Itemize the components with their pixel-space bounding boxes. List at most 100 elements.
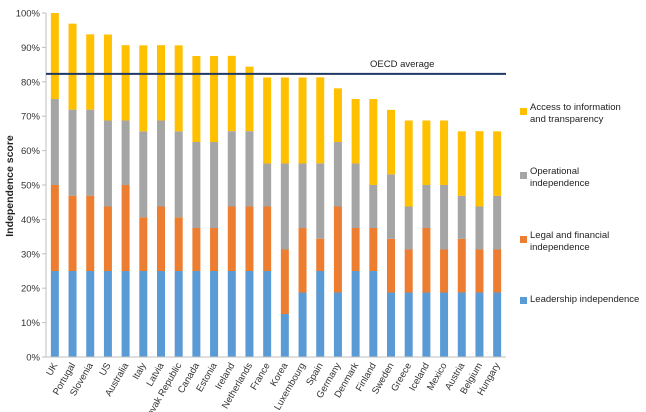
bar-segment (280, 163, 289, 250)
bar-segment (157, 271, 165, 357)
bar-segment (333, 292, 342, 357)
bar-segment (404, 249, 413, 293)
legend-item: Access to information and transparency (508, 96, 644, 160)
bar-segment (280, 249, 289, 314)
bar-segment (86, 195, 95, 271)
y-tick-label: 90% (21, 43, 41, 54)
bar-segment (227, 206, 236, 271)
y-tick-label: 60% (21, 146, 41, 157)
x-category-label: UK (44, 360, 60, 378)
bar-segment (387, 238, 395, 293)
legend-label-line: Leadership independence (530, 294, 640, 305)
legend-label: Legal and financial independence (530, 230, 609, 254)
bar-segment (50, 271, 59, 357)
bar-segment (440, 120, 449, 185)
bar-segment (298, 163, 307, 228)
bar-segment (298, 228, 307, 293)
bar-segment (68, 271, 77, 357)
bar-segment (86, 109, 95, 196)
bar-segment (210, 228, 219, 271)
bar-segment (404, 292, 413, 357)
legend-label-line: independence (530, 178, 590, 189)
y-tick-label: 50% (21, 181, 41, 192)
legend-label-line: and transparency (530, 114, 604, 125)
y-tick-label: 100% (16, 9, 41, 20)
bar-segment (245, 131, 254, 207)
bar-segment (157, 45, 165, 121)
legend-item: Legal and financial independence (508, 224, 644, 288)
bar-segment (493, 249, 502, 293)
y-tick-label: 20% (21, 284, 41, 295)
legend-swatch (520, 297, 527, 304)
bar-segment (192, 271, 201, 357)
bar-segment (103, 271, 112, 357)
bar-segment (68, 23, 77, 110)
bar-segment (86, 271, 95, 357)
bar-segment (139, 217, 148, 271)
bar-segment (263, 271, 272, 357)
bar-segment (316, 271, 325, 357)
y-tick-label: 80% (21, 77, 41, 88)
bar-segment (174, 131, 183, 218)
bar-segment (422, 292, 431, 357)
bar-segment (369, 228, 378, 271)
oecd-average-label: OECD average (370, 59, 434, 70)
bar-segment (103, 34, 112, 121)
y-tick-label: 10% (21, 318, 41, 329)
legend-label: Operational independence (530, 166, 590, 190)
bar-segment (245, 206, 254, 271)
bar-segment (316, 238, 325, 271)
bar-segment (157, 206, 165, 271)
bar-segment (121, 120, 130, 185)
bar-segment (457, 238, 466, 293)
bar-segment (50, 99, 59, 185)
bar-segment (210, 56, 219, 142)
bar-segment (404, 120, 413, 207)
bar-segment (263, 163, 272, 207)
bar-segment (192, 228, 201, 271)
bar-segment (351, 163, 360, 228)
bar-segment (245, 271, 254, 357)
legend-item: Operational independence (508, 160, 644, 224)
bar-segment (493, 131, 502, 196)
bar-segment (457, 131, 466, 196)
y-tick-label: 30% (21, 249, 41, 260)
bar-segment (174, 271, 183, 357)
bar-segment (50, 13, 59, 99)
y-axis-label: Independence score (4, 135, 16, 237)
bar-segment (493, 195, 502, 250)
y-tick-label: 0% (26, 353, 40, 364)
legend: Access to information and transparency Ope… (508, 96, 644, 352)
bar-segment (369, 185, 378, 228)
bar-segment (139, 131, 148, 218)
bar-segment (103, 206, 112, 271)
bar-segment (192, 142, 201, 228)
bar-segment (351, 99, 360, 164)
y-tick-label: 70% (21, 112, 41, 123)
bar-segment (387, 292, 395, 357)
bar-segment (422, 120, 431, 185)
bar-segment (422, 185, 431, 228)
legend-swatch (520, 108, 527, 115)
bar-segment (333, 206, 342, 293)
y-tick-label: 40% (21, 215, 41, 226)
bar-segment (387, 174, 395, 239)
bar-segment (227, 131, 236, 207)
bar-segment (333, 142, 342, 207)
bar-segment (440, 292, 449, 357)
bar-segment (210, 271, 219, 357)
bar-segment (245, 66, 254, 132)
bar-segment (86, 34, 95, 110)
legend-label-line: independence (530, 242, 590, 253)
bar-segment (139, 45, 148, 132)
bar-segment (68, 109, 77, 196)
bar-segment (369, 271, 378, 357)
y-axis-ticks: 0% 10% 20% 30% 40% 50% 60% 70% 80% 90% 100% (16, 9, 46, 364)
bar-segment (404, 206, 413, 250)
bar-segment (174, 217, 183, 271)
bar-segment (121, 45, 130, 121)
bar-segment (50, 185, 59, 271)
bar-segment (475, 206, 484, 250)
bar-segment (280, 314, 289, 357)
